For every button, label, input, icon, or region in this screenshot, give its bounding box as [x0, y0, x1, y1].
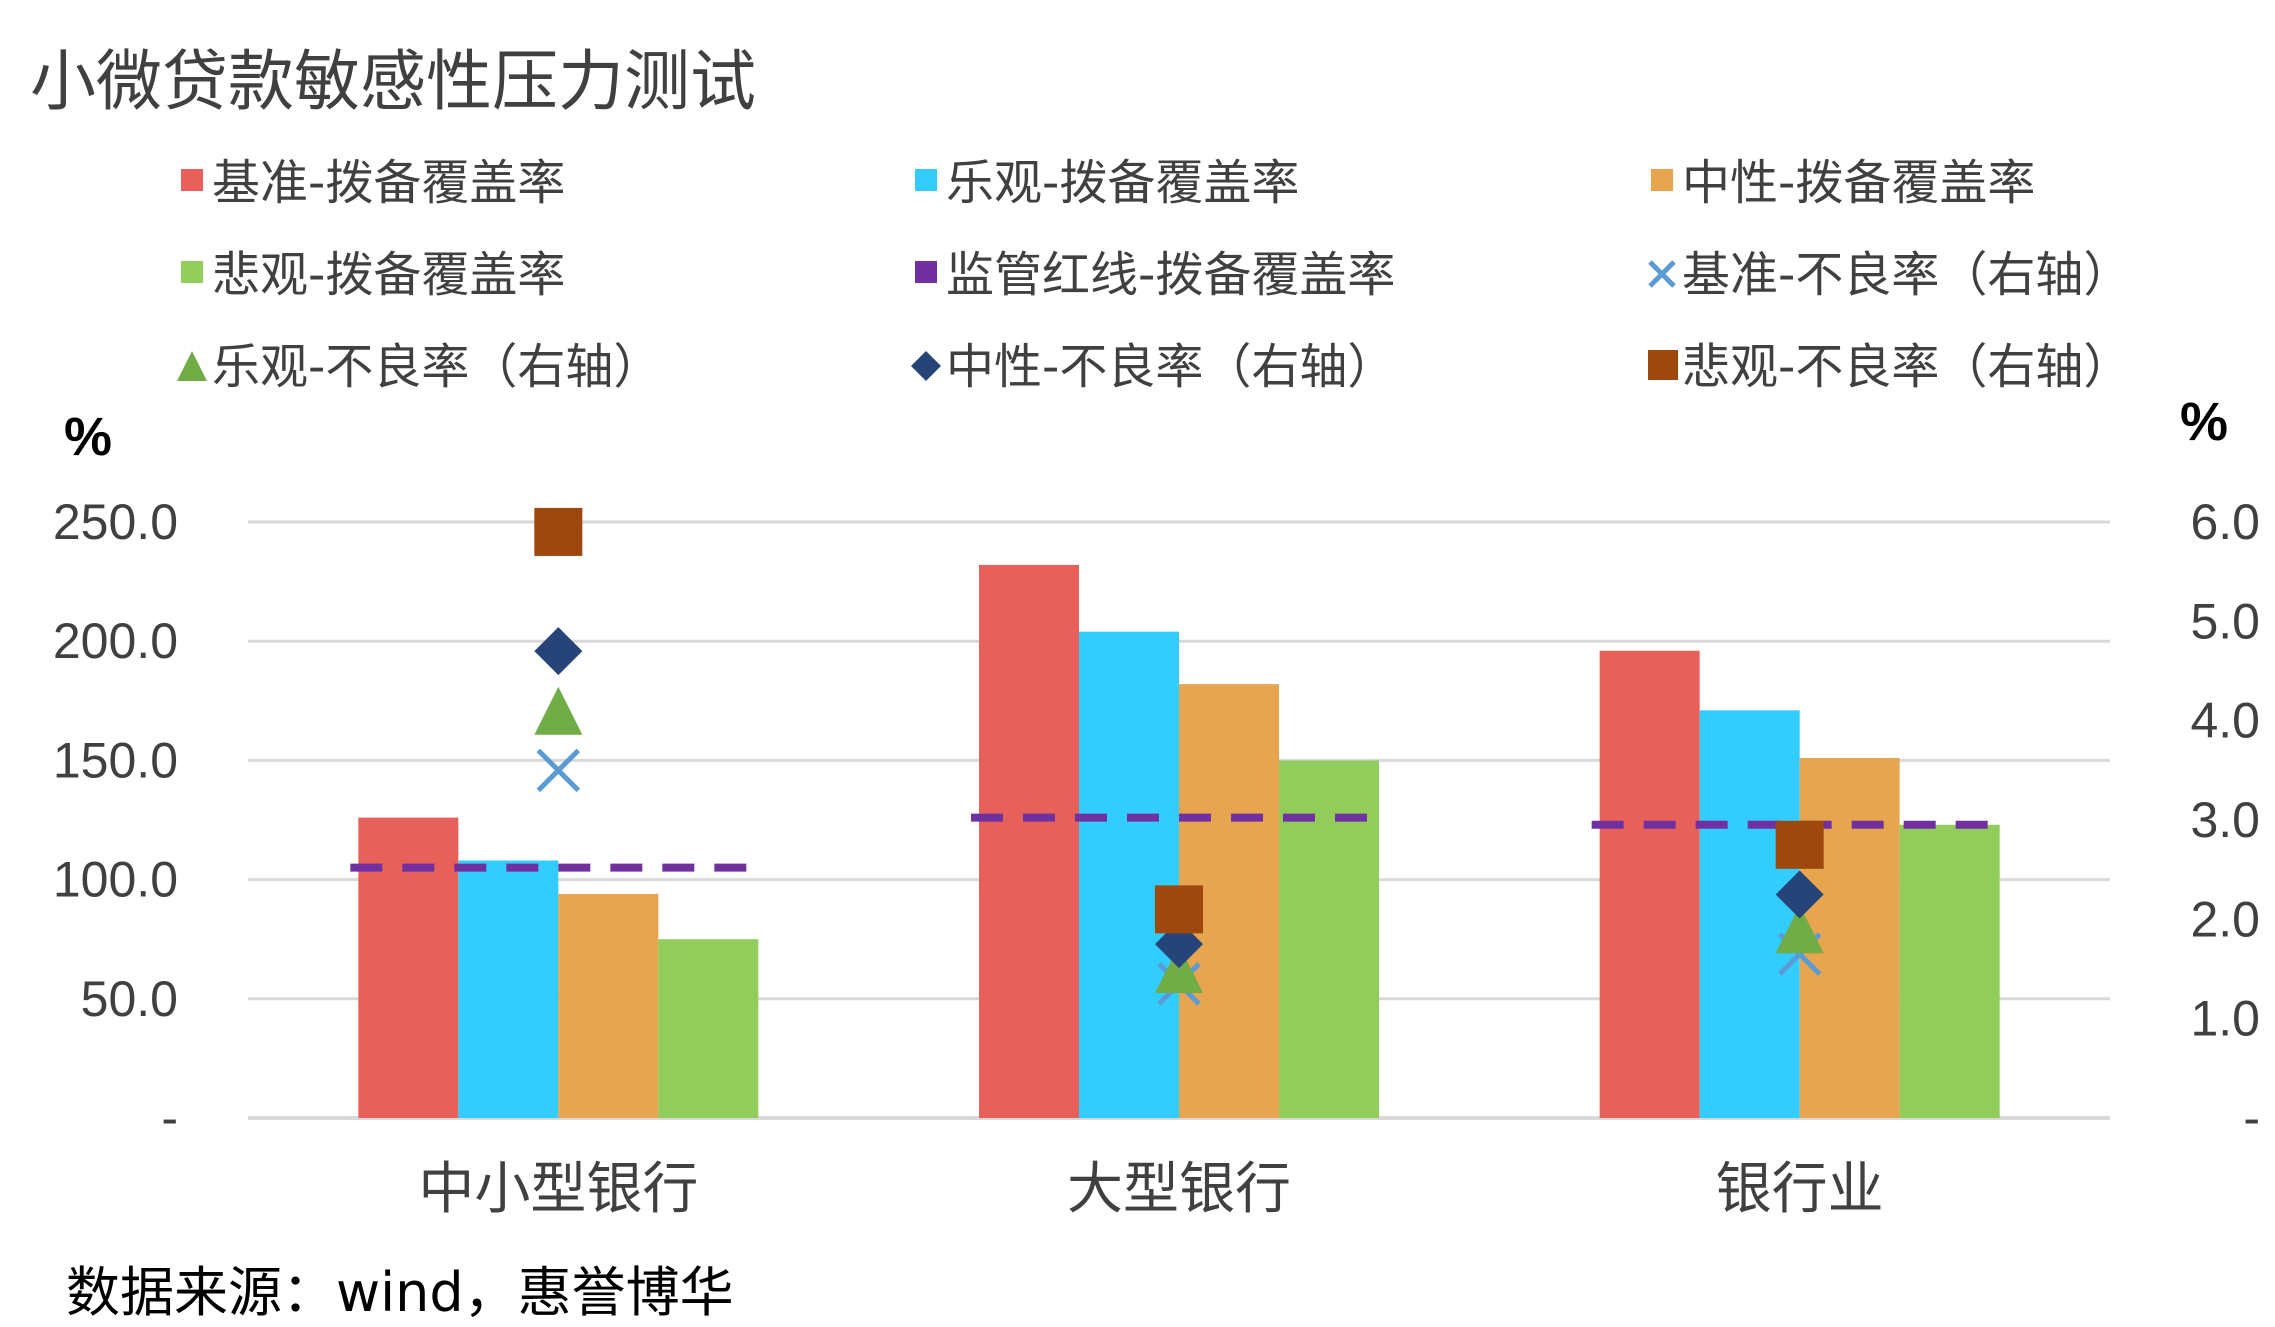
right-tick-label: 3.0: [2190, 792, 2260, 848]
bar: [1079, 631, 1179, 1118]
category-label: 中小型银行: [418, 1157, 698, 1222]
bar: [1699, 710, 1800, 1118]
legend-swatch: [915, 169, 937, 191]
left-tick-label: 50.0: [81, 971, 178, 1027]
legend-label: 中性-不良率（右轴）: [946, 339, 1395, 395]
legend-label: 悲观-拨备覆盖率: [212, 247, 565, 303]
right-tick-label: 2.0: [2190, 891, 2260, 947]
marker: [534, 627, 583, 676]
marker: [1775, 905, 1824, 954]
chart-title: 小微贷款敏感性压力测试: [30, 43, 756, 120]
legend-item: 悲观-拨备覆盖率: [181, 247, 565, 303]
legend-swatch: [181, 261, 203, 283]
bar: [658, 939, 759, 1118]
legend-swatch: [181, 169, 203, 191]
left-tick-label: 250.0: [53, 494, 178, 550]
marker: [534, 686, 583, 735]
legend-label: 监管红线-拨备覆盖率: [946, 247, 1395, 303]
left-tick-label: -: [161, 1090, 178, 1146]
legend-swatch: [1648, 260, 1676, 288]
legend-swatch: [177, 351, 207, 381]
right-tick-label: 5.0: [2190, 593, 2260, 649]
left-tick-label: 200.0: [53, 613, 178, 669]
marker: [1775, 820, 1824, 869]
legend-item: 基准-不良率（右轴）: [1648, 247, 2131, 303]
legend-swatch: [1651, 169, 1673, 191]
legend-item: 基准-拨备覆盖率: [181, 155, 565, 211]
marker: [1155, 945, 1203, 993]
right-tick-label: 4.0: [2190, 693, 2260, 749]
left-tick-label: 150.0: [53, 732, 178, 788]
legend-item: 监管红线-拨备覆盖率: [915, 247, 1395, 303]
bar: [1899, 824, 2000, 1118]
legend-swatch: [915, 261, 937, 283]
bar: [1599, 650, 1700, 1118]
legend-item: 乐观-拨备覆盖率: [915, 155, 1299, 211]
marker: [1775, 870, 1824, 919]
category-label: 大型银行: [1067, 1157, 1291, 1222]
legend-item: 乐观-不良率（右轴）: [177, 339, 661, 395]
legend-swatch: [911, 351, 941, 381]
right-tick-label: -: [2243, 1090, 2260, 1146]
legend-label: 中性-拨备覆盖率: [1682, 155, 2035, 211]
right-tick-label: 1.0: [2190, 991, 2260, 1047]
legend-label: 基准-不良率（右轴）: [1682, 247, 2131, 303]
category-label: 银行业: [1716, 1157, 1884, 1222]
marker: [1155, 885, 1203, 934]
legend-item: 悲观-不良率（右轴）: [1648, 339, 2131, 395]
right-axis-unit: %: [2180, 392, 2228, 452]
left-axis-unit: %: [64, 407, 112, 467]
marker: [536, 748, 581, 793]
legend-item: 中性-拨备覆盖率: [1651, 155, 2035, 211]
axes: - 50.0 100.0 150.0 200.0 250.0 - 1.0 2.0 3.0 4.0 5.…: [53, 392, 2260, 1222]
legend-label: 乐观-不良率（右轴）: [212, 339, 661, 395]
legend-swatch: [1648, 350, 1678, 380]
legend-item: 中性-不良率（右轴）: [911, 339, 1395, 395]
marker: [534, 507, 583, 556]
legend-label: 悲观-不良率（右轴）: [1682, 339, 2131, 395]
markers: [534, 507, 1824, 1006]
source-note: 数据来源：wind，惠誉博华: [66, 1261, 734, 1324]
legend-label: 基准-拨备覆盖率: [212, 155, 565, 211]
bar: [558, 893, 659, 1118]
bar: [358, 817, 459, 1118]
left-tick-label: 100.0: [53, 852, 178, 908]
right-tick-label: 6.0: [2190, 494, 2260, 550]
bar: [979, 564, 1079, 1118]
legend-label: 乐观-拨备覆盖率: [946, 155, 1299, 211]
bars: [358, 564, 2000, 1118]
bar: [458, 860, 559, 1118]
